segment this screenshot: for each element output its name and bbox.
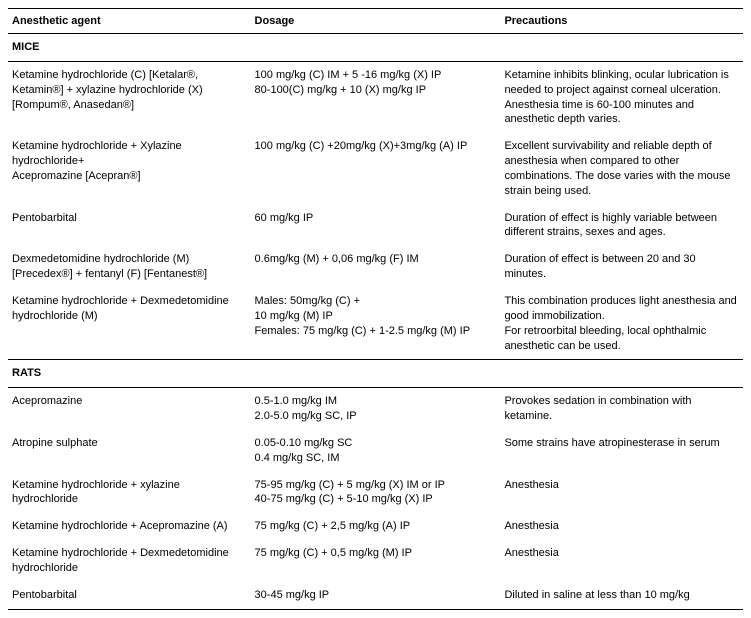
cell-agent: Ketamine hydrochloride + Dexmedetomidine… bbox=[8, 288, 251, 360]
cell-dosage: 60 mg/kg IP bbox=[251, 205, 501, 247]
cell-dosage: 75 mg/kg (C) + 2,5 mg/kg (A) IP bbox=[251, 513, 501, 540]
cell-agent: Acepromazine bbox=[8, 388, 251, 430]
table-row: Pentobarbital 60 mg/kg IP Duration of ef… bbox=[8, 205, 743, 247]
cell-dosage: 30-45 mg/kg IP bbox=[251, 582, 501, 609]
table-row: Ketamine hydrochloride + xylazine hydroc… bbox=[8, 472, 743, 514]
table-row: Ketamine hydrochloride + Dexmedetomidine… bbox=[8, 540, 743, 582]
section-mice-label: MICE bbox=[8, 34, 743, 62]
cell-dosage: 75-95 mg/kg (C) + 5 mg/kg (X) IM or IP 4… bbox=[251, 472, 501, 514]
table-row: Pentobarbital 30-45 mg/kg IP Diluted in … bbox=[8, 582, 743, 609]
cell-precautions: Duration of effect is between 20 and 30 … bbox=[500, 246, 743, 288]
header-dosage: Dosage bbox=[251, 9, 501, 34]
cell-agent: Atropine sulphate bbox=[8, 430, 251, 472]
cell-precautions: Anesthesia bbox=[500, 513, 743, 540]
cell-dosage: 0.6mg/kg (M) + 0,06 mg/kg (F) IM bbox=[251, 246, 501, 288]
cell-dosage: 100 mg/kg (C) +20mg/kg (X)+3mg/kg (A) IP bbox=[251, 133, 501, 204]
cell-precautions: Some strains have atropinesterase in ser… bbox=[500, 430, 743, 472]
cell-agent: Pentobarbital bbox=[8, 582, 251, 609]
anesthetic-table: Anesthetic agent Dosage Precautions MICE… bbox=[8, 8, 743, 610]
cell-precautions: Anesthesia bbox=[500, 472, 743, 514]
cell-agent: Ketamine hydrochloride + Xylazine hydroc… bbox=[8, 133, 251, 204]
table-row: Acepromazine 0.5-1.0 mg/kg IM 2.0-5.0 mg… bbox=[8, 388, 743, 430]
cell-precautions: Anesthesia bbox=[500, 540, 743, 582]
cell-agent: Ketamine hydrochloride (C) [Ketalar®, Ke… bbox=[8, 61, 251, 133]
cell-precautions: This combination produces light anesthes… bbox=[500, 288, 743, 360]
table-row: Ketamine hydrochloride + Xylazine hydroc… bbox=[8, 133, 743, 204]
cell-precautions: Provokes sedation in combination with ke… bbox=[500, 388, 743, 430]
cell-agent: Ketamine hydrochloride + Acepromazine (A… bbox=[8, 513, 251, 540]
cell-agent: Dexmedetomidine hydrochloride (M) [Prece… bbox=[8, 246, 251, 288]
cell-dosage: 100 mg/kg (C) IM + 5 -16 mg/kg (X) IP 80… bbox=[251, 61, 501, 133]
cell-dosage: 75 mg/kg (C) + 0,5 mg/kg (M) IP bbox=[251, 540, 501, 582]
cell-dosage: 0.5-1.0 mg/kg IM 2.0-5.0 mg/kg SC, IP bbox=[251, 388, 501, 430]
cell-precautions: Duration of effect is highly variable be… bbox=[500, 205, 743, 247]
section-rats: RATS bbox=[8, 360, 743, 388]
table-header-row: Anesthetic agent Dosage Precautions bbox=[8, 9, 743, 34]
table-row: Atropine sulphate 0.05-0.10 mg/kg SC 0.4… bbox=[8, 430, 743, 472]
table-row: Ketamine hydrochloride + Dexmedetomidine… bbox=[8, 288, 743, 360]
table-row: Dexmedetomidine hydrochloride (M) [Prece… bbox=[8, 246, 743, 288]
cell-precautions: Diluted in saline at less than 10 mg/kg bbox=[500, 582, 743, 609]
cell-agent: Ketamine hydrochloride + xylazine hydroc… bbox=[8, 472, 251, 514]
header-precautions: Precautions bbox=[500, 9, 743, 34]
cell-dosage: Males: 50mg/kg (C) + 10 mg/kg (M) IP Fem… bbox=[251, 288, 501, 360]
table-row: Ketamine hydrochloride + Acepromazine (A… bbox=[8, 513, 743, 540]
section-mice: MICE bbox=[8, 34, 743, 62]
cell-precautions: Excellent survivability and reliable dep… bbox=[500, 133, 743, 204]
cell-precautions: Ketamine inhibits blinking, ocular lubri… bbox=[500, 61, 743, 133]
cell-agent: Ketamine hydrochloride + Dexmedetomidine… bbox=[8, 540, 251, 582]
cell-dosage: 0.05-0.10 mg/kg SC 0.4 mg/kg SC, IM bbox=[251, 430, 501, 472]
section-rats-label: RATS bbox=[8, 360, 743, 388]
table-row: Ketamine hydrochloride (C) [Ketalar®, Ke… bbox=[8, 61, 743, 133]
cell-agent: Pentobarbital bbox=[8, 205, 251, 247]
header-agent: Anesthetic agent bbox=[8, 9, 251, 34]
